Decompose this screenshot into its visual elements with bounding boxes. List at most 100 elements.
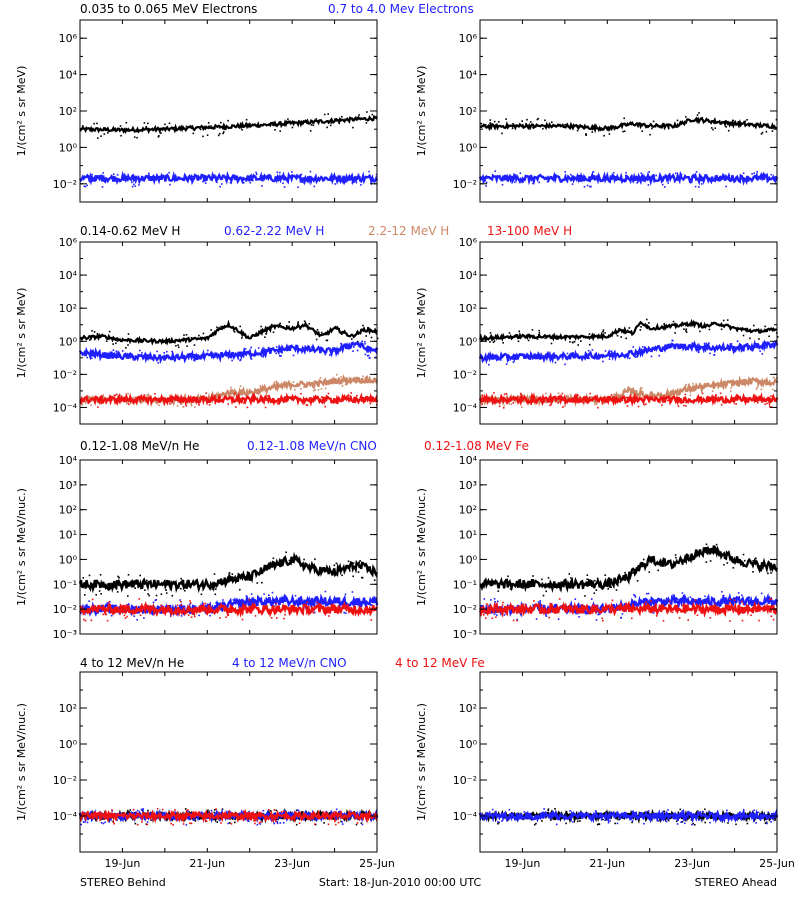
data-point xyxy=(691,322,693,325)
data-point xyxy=(545,814,548,817)
data-point xyxy=(743,809,745,811)
data-point xyxy=(514,818,516,821)
data-point xyxy=(215,588,217,590)
data-point xyxy=(314,823,316,825)
data-series-1 xyxy=(479,112,778,137)
data-point xyxy=(146,579,148,582)
data-series-1 xyxy=(79,319,379,349)
data-point xyxy=(522,181,524,183)
data-point xyxy=(303,320,306,323)
data-point xyxy=(336,402,339,404)
series-line xyxy=(78,170,379,186)
data-point xyxy=(248,820,250,822)
data-point xyxy=(622,817,625,819)
data-point xyxy=(187,810,189,813)
data-point xyxy=(128,398,130,400)
data-point xyxy=(157,136,160,138)
data-point xyxy=(113,394,116,397)
data-point xyxy=(517,340,520,343)
data-point xyxy=(375,810,378,813)
data-point xyxy=(337,569,339,572)
series-line xyxy=(478,808,779,824)
data-point xyxy=(671,339,674,342)
data-point xyxy=(588,343,591,346)
data-point xyxy=(631,174,633,177)
data-point xyxy=(703,342,706,345)
data-point xyxy=(154,599,157,602)
data-point xyxy=(761,353,764,355)
plot-frame xyxy=(79,241,378,425)
data-point xyxy=(622,130,624,133)
data-point xyxy=(239,385,242,387)
data-point xyxy=(537,117,540,120)
data-point xyxy=(327,823,330,826)
data-point xyxy=(161,813,164,816)
data-point xyxy=(760,388,763,391)
data-point xyxy=(569,810,571,812)
data-series-3 xyxy=(478,598,778,622)
data-point xyxy=(519,392,522,395)
data-point xyxy=(693,390,695,392)
data-series-4 xyxy=(478,392,779,409)
data-point xyxy=(147,811,149,814)
data-point xyxy=(590,598,593,600)
data-point xyxy=(281,351,283,354)
data-point xyxy=(317,388,320,391)
data-point xyxy=(288,559,291,562)
data-point xyxy=(323,401,326,403)
data-point xyxy=(698,186,700,188)
data-point xyxy=(643,822,645,825)
data-point xyxy=(597,613,600,616)
data-point xyxy=(348,610,350,612)
data-point xyxy=(522,582,525,585)
data-point xyxy=(624,571,626,574)
data-point xyxy=(100,402,103,404)
data-point xyxy=(114,394,116,397)
data-point xyxy=(696,816,699,819)
data-point xyxy=(166,350,168,353)
data-point xyxy=(82,577,84,579)
data-point xyxy=(502,342,504,344)
data-point xyxy=(304,813,306,816)
data-point xyxy=(580,340,582,342)
data-point xyxy=(230,386,232,389)
data-point xyxy=(174,809,176,811)
data-point xyxy=(494,601,496,603)
data-point xyxy=(573,340,576,343)
data-point xyxy=(190,404,193,407)
data-point xyxy=(482,614,485,616)
data-point xyxy=(621,399,624,402)
y-tick-label: 10⁻⁴ xyxy=(453,401,478,414)
data-point xyxy=(169,183,171,186)
data-point xyxy=(302,181,305,184)
data-point xyxy=(214,593,217,596)
data-point xyxy=(314,558,316,560)
data-point xyxy=(497,359,499,361)
data-point xyxy=(335,823,337,826)
data-point xyxy=(154,393,156,395)
data-point xyxy=(236,395,238,397)
data-point xyxy=(637,405,640,408)
data-point xyxy=(263,593,265,595)
data-point xyxy=(616,822,619,825)
data-point xyxy=(551,356,554,358)
data-point xyxy=(125,347,127,349)
data-point xyxy=(91,173,93,176)
y-tick-label: 10² xyxy=(59,302,77,315)
data-point xyxy=(104,812,106,814)
data-point xyxy=(332,347,334,349)
data-point xyxy=(276,402,279,405)
data-point xyxy=(129,809,132,811)
data-point xyxy=(698,112,700,114)
data-point xyxy=(679,347,681,349)
data-point xyxy=(701,183,703,185)
y-tick-label: 10⁰ xyxy=(459,738,478,751)
data-point xyxy=(520,354,522,357)
data-series-2 xyxy=(478,339,779,366)
data-point xyxy=(146,394,149,396)
data-point xyxy=(503,404,505,407)
data-point xyxy=(697,810,699,812)
data-point xyxy=(231,573,234,575)
